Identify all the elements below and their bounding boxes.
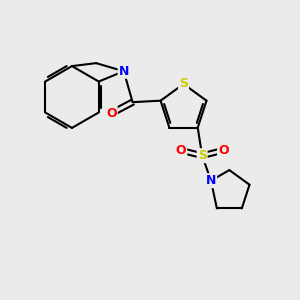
- Text: N: N: [206, 174, 216, 187]
- Text: O: O: [106, 107, 117, 120]
- Text: O: O: [176, 144, 186, 157]
- Text: S: S: [179, 77, 188, 91]
- Text: S: S: [198, 149, 207, 162]
- Text: N: N: [118, 65, 129, 78]
- Text: O: O: [218, 144, 229, 157]
